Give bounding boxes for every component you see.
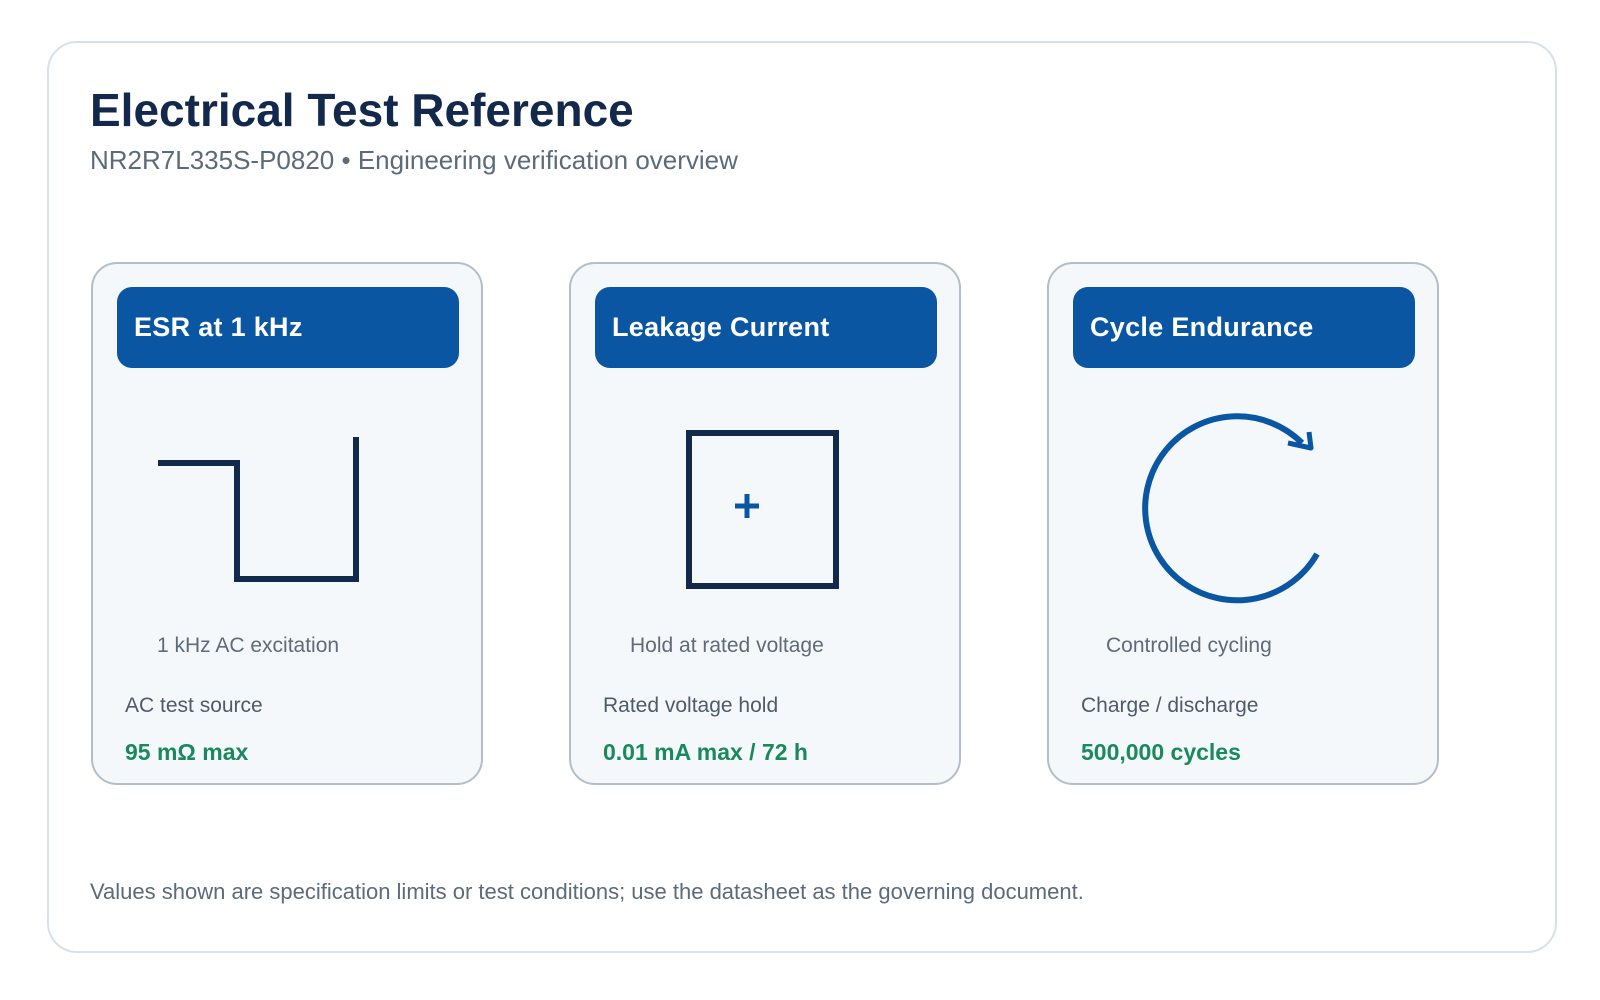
card-caption: Controlled cycling — [1106, 634, 1272, 657]
card-esr: ESR at 1 kHz 1 kHz AC excitation AC test… — [91, 262, 483, 785]
card-label: Rated voltage hold — [603, 694, 779, 717]
card-caption: Hold at rated voltage — [630, 634, 824, 657]
card-leakage: Leakage Current Hold at rated voltage Ra… — [569, 262, 961, 785]
card-label: AC test source — [125, 694, 263, 717]
cycle-arrow-icon — [1142, 413, 1320, 604]
card-title: Leakage Current — [612, 312, 830, 342]
card-value: 500,000 cycles — [1081, 739, 1241, 765]
card-title: Cycle Endurance — [1090, 312, 1314, 342]
page-subtitle: NR2R7L335S-P0820 • Engineering verificat… — [90, 145, 738, 175]
page-title: Electrical Test Reference — [90, 84, 634, 136]
card-header: ESR at 1 kHz — [117, 287, 459, 368]
dc-source-icon — [686, 430, 839, 589]
card-value: 0.01 mA max / 72 h — [603, 739, 808, 765]
card-header: Cycle Endurance — [1073, 287, 1415, 368]
card-cycle: Cycle Endurance Controlled cycling Charg… — [1047, 262, 1439, 785]
card-header: Leakage Current — [595, 287, 937, 368]
card-label: Charge / discharge — [1081, 694, 1259, 717]
card-title: ESR at 1 kHz — [134, 312, 303, 342]
square-wave-icon — [158, 437, 359, 582]
card-value: 95 mΩ max — [125, 739, 249, 765]
footnote: Values shown are specification limits or… — [90, 879, 1084, 904]
card-caption: 1 kHz AC excitation — [157, 634, 340, 657]
